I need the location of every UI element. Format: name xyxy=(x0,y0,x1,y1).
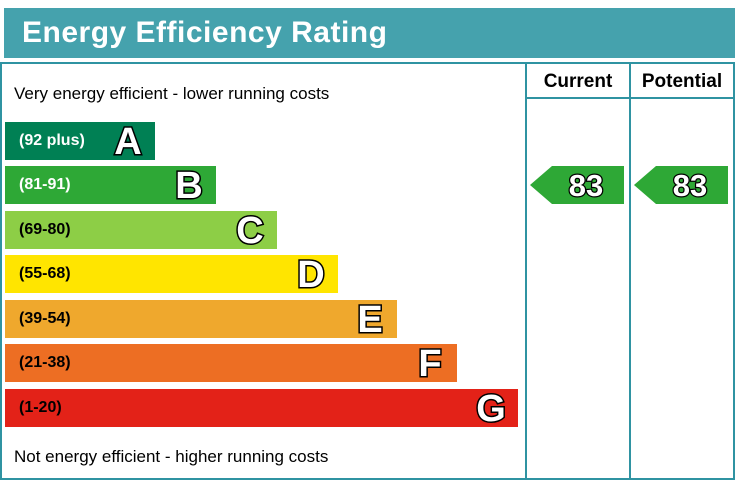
band-d-bar: (55-68) D xyxy=(5,254,338,294)
band-b-letter: B xyxy=(174,165,204,205)
current-rating-arrow-shape: 83 xyxy=(530,166,624,204)
band-b-range-label: (81-91) xyxy=(19,176,71,193)
column-header-underline xyxy=(525,97,735,99)
band-f-bar: (21-38) F xyxy=(5,343,457,383)
current-arrow-polygon xyxy=(530,166,624,204)
band-c-range-label: (69-80) xyxy=(19,221,71,238)
current-rating-value: 83 xyxy=(569,168,603,203)
svg-text:C: C xyxy=(236,210,263,250)
top-note: Very energy efficient - lower running co… xyxy=(14,84,330,103)
svg-text:G: G xyxy=(476,388,506,428)
band-e-range-label: (39-54) xyxy=(19,310,71,327)
potential-rating-arrow: 83 xyxy=(633,165,729,205)
band-f-range-label: (21-38) xyxy=(19,354,71,371)
potential-rating-arrow-shape: 83 xyxy=(634,166,728,204)
potential-rating-value: 83 xyxy=(673,168,707,203)
band-c-letter: C xyxy=(235,210,265,250)
svg-text:F: F xyxy=(418,343,441,383)
band-e-letter: E xyxy=(356,299,384,339)
band-g-range-label: (1-20) xyxy=(19,399,62,416)
band-d-letter: D xyxy=(296,254,326,294)
svg-text:E: E xyxy=(357,299,382,339)
current-column-header: Current xyxy=(543,71,613,92)
band-e-bar: (39-54) E xyxy=(5,299,397,339)
band-c-bar: (69-80) C xyxy=(5,210,277,250)
band-a-bar: (92 plus) A xyxy=(5,121,155,161)
band-b-bar: (81-91) B xyxy=(5,165,216,205)
potential-column-header: Potential xyxy=(641,71,723,92)
bottom-note: Not energy efficient - higher running co… xyxy=(14,447,329,466)
page-title: Energy Efficiency Rating xyxy=(22,16,388,49)
svg-text:B: B xyxy=(175,165,202,205)
band-g-letter: G xyxy=(475,388,508,428)
potential-column-left-border xyxy=(629,62,631,480)
current-column-left-border xyxy=(525,62,527,480)
svg-text:D: D xyxy=(297,254,324,294)
band-d-range-label: (55-68) xyxy=(19,265,71,282)
title-bar: Energy Efficiency Rating xyxy=(4,8,735,58)
svg-text:A: A xyxy=(114,121,141,161)
current-rating-arrow: 83 xyxy=(529,165,625,205)
band-g-bar: (1-20) G xyxy=(5,388,518,428)
band-a-range-label: (92 plus) xyxy=(19,132,85,149)
band-a-letter: A xyxy=(113,121,143,161)
band-f-letter: F xyxy=(417,343,443,383)
potential-arrow-polygon xyxy=(634,166,728,204)
